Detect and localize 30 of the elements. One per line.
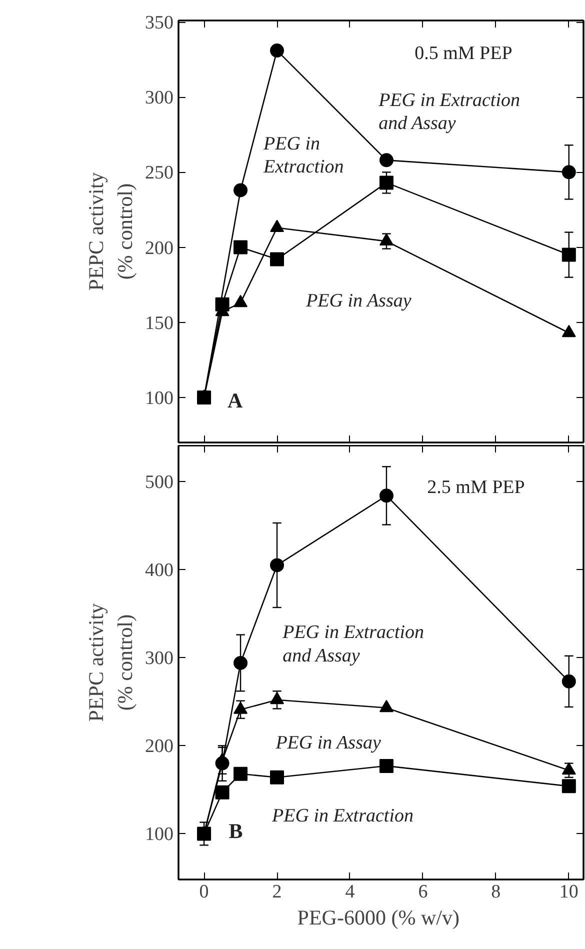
x-tick-label: 8 [491, 882, 501, 902]
annotation: PEG in Extraction [262, 133, 344, 178]
y-tick-label: 400 [145, 560, 174, 582]
annotation: 0.5 mM PEP [414, 42, 512, 64]
y-tick-label: 200 [145, 736, 174, 758]
x-tick-label: 6 [418, 882, 428, 902]
y-tick-label: 500 [145, 472, 174, 494]
annotation: PEG in Assay [305, 290, 412, 312]
y-axis-title: PEPC activity (% control) [84, 602, 137, 722]
y-tick-label: 100 [145, 824, 174, 846]
x-tick-label: 0 [199, 882, 209, 902]
x-axis-title: PEG-6000 (% w/v) [297, 906, 460, 930]
annotation: PEG in Assay [274, 732, 382, 754]
annotation: 2.5 mM PEP [427, 477, 525, 498]
x-tick-label: 2 [272, 882, 282, 902]
y-tick-label: 300 [145, 88, 174, 109]
y-tick-label: 200 [145, 238, 174, 259]
y-tick-label: 250 [145, 162, 174, 184]
x-tick-label: 4 [345, 882, 356, 902]
y-tick-label: 150 [145, 312, 174, 334]
x-tick-label: 10 [559, 882, 578, 902]
annotation: PEG in Extraction [271, 806, 414, 827]
annotation: PEG in Extraction and Assay [282, 622, 424, 666]
annotation: A [228, 388, 244, 412]
annotation: PEG in Extraction and Assay [378, 90, 520, 134]
y-tick-label: 100 [145, 388, 174, 409]
y-axis-title: PEPC activity (% control) [84, 172, 137, 291]
annotation: B [228, 818, 243, 843]
y-tick-label: 350 [145, 12, 174, 34]
y-tick-label: 300 [145, 648, 174, 670]
